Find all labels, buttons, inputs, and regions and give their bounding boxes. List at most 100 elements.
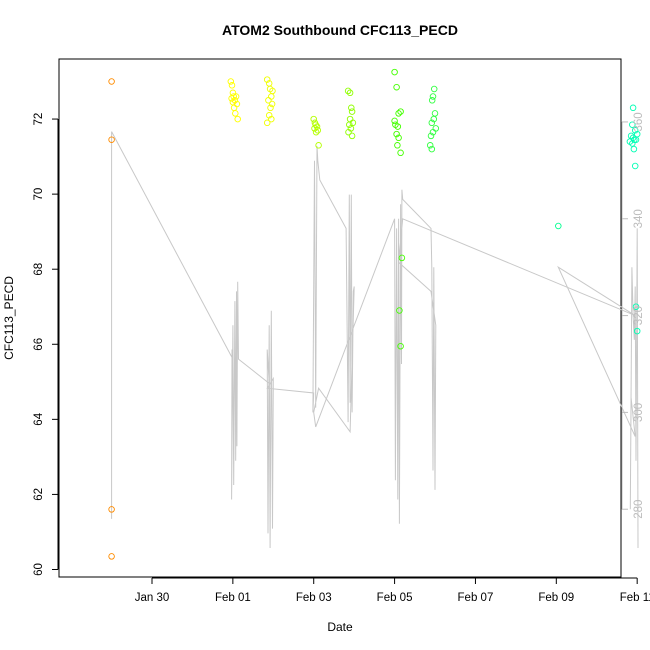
data-point [394,142,401,149]
data-point [397,149,404,157]
y2-tick-label: 280 [633,500,645,519]
data-point [428,119,436,127]
data-point [397,342,404,350]
data-point [314,127,322,134]
data-point [631,136,638,143]
data-point [231,97,239,104]
secondary-trace-layer [111,131,639,549]
x-tick-label: Feb 01 [215,592,251,604]
data-point [555,222,562,230]
data-point [108,136,115,143]
data-point [631,127,639,134]
y-tick-label: 70 [33,188,45,201]
data-point [312,121,319,128]
data-point [632,303,640,310]
data-point [394,123,402,130]
y2-tick-label: 340 [633,209,645,228]
plot-frame [58,58,622,578]
data-point [430,85,438,93]
y-axis: 60 62 64 66 68 70 72 [33,113,59,576]
data-point [629,104,637,112]
data-point [229,98,237,106]
data-point [268,93,275,100]
data-point [432,125,440,132]
secondary-trace-line [111,131,639,549]
data-point [234,115,241,123]
data-point [397,108,404,115]
data-point [391,68,398,76]
data-point [629,121,636,128]
y2-axis: 280 300 320 340 360 [621,112,645,519]
chart-title: ATOM2 Southbound CFC113_PECD [222,22,458,38]
y-tick-label: 72 [33,113,45,126]
data-point [267,104,274,112]
data-point [428,97,436,104]
y2-tick-label: 320 [633,306,645,325]
data-point [345,128,352,136]
data-point [346,121,353,128]
data-point [310,115,317,123]
data-point [348,132,356,140]
x-axis-label: Date [327,620,353,634]
data-point [269,87,276,95]
data-point [230,104,238,112]
data-point [393,130,400,138]
data-point [632,136,640,143]
x-tick-label: Feb 03 [296,592,332,604]
data-point [268,115,275,123]
data-point [393,83,400,91]
x-tick-label: Feb 11 [620,592,650,604]
data-point [391,117,398,125]
y-tick-label: 68 [33,263,45,276]
data-point [633,327,641,335]
data-point [431,110,439,117]
data-point [631,162,639,170]
data-point [429,128,437,136]
data-point [428,145,436,153]
data-point [229,89,237,97]
data-point [232,93,240,100]
data-point [312,128,320,136]
data-point [426,142,434,149]
y-tick-label: 64 [33,412,45,425]
data-point [265,112,273,119]
x-tick-label: Feb 09 [538,592,574,604]
data-point [430,115,438,123]
x-axis: Jan 30 Feb 01 Feb 03 Feb 05 Feb 07 Feb 09 Feb … [135,577,650,604]
data-point [346,115,354,123]
data-point [349,119,357,127]
data-point [395,110,402,117]
y-tick-label: 66 [33,338,45,351]
data-point [227,78,235,85]
data-point [344,87,352,95]
data-point [395,134,402,142]
data-point [108,553,115,560]
data-point [630,145,638,153]
data-point [232,110,239,117]
data-point [268,100,276,108]
data-point [348,104,355,112]
y2-tick-label: 360 [633,112,645,131]
data-point [265,97,272,104]
data-point [398,254,406,262]
data-point [429,93,437,100]
data-point [427,132,435,140]
y-axis-label: CFC113_PECD [2,276,16,360]
data-point [228,82,236,89]
y-tick-label: 62 [33,488,45,501]
data-point-layer [108,68,641,560]
data-point [108,506,115,513]
x-tick-label: Feb 07 [458,592,494,604]
x-tick-label: Feb 05 [377,592,413,604]
data-point [348,108,356,115]
data-point [311,125,318,132]
data-point [108,78,115,85]
x-tick-label: Jan 30 [135,592,170,604]
data-point [346,89,354,97]
data-point [396,307,403,314]
data-point [315,142,322,149]
data-point [263,119,271,127]
y-tick-label: 60 [33,563,45,576]
y2-tick-label: 300 [633,403,645,422]
